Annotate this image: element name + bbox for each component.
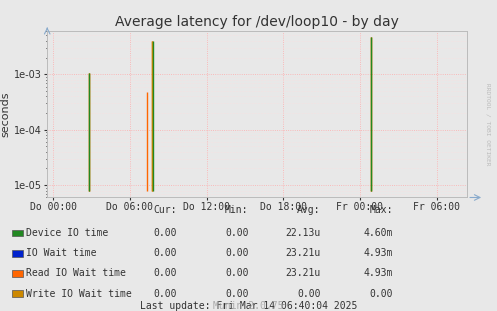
- Y-axis label: seconds: seconds: [1, 91, 11, 137]
- Text: 23.21u: 23.21u: [285, 248, 321, 258]
- Text: IO Wait time: IO Wait time: [26, 248, 97, 258]
- Text: Write IO Wait time: Write IO Wait time: [26, 289, 132, 299]
- Text: 0.00: 0.00: [225, 289, 248, 299]
- Text: 0.00: 0.00: [153, 248, 176, 258]
- Text: 0.00: 0.00: [225, 228, 248, 238]
- Text: 4.60m: 4.60m: [363, 228, 393, 238]
- Text: Last update: Fri Mar 14 06:40:04 2025: Last update: Fri Mar 14 06:40:04 2025: [140, 301, 357, 311]
- Text: 0.00: 0.00: [225, 248, 248, 258]
- Title: Average latency for /dev/loop10 - by day: Average latency for /dev/loop10 - by day: [115, 15, 399, 29]
- Text: 0.00: 0.00: [153, 228, 176, 238]
- Text: 22.13u: 22.13u: [285, 228, 321, 238]
- Text: Min:: Min:: [225, 205, 248, 215]
- Text: Read IO Wait time: Read IO Wait time: [26, 268, 126, 278]
- Text: Max:: Max:: [369, 205, 393, 215]
- Text: Munin 2.0.75: Munin 2.0.75: [213, 300, 284, 310]
- Text: 0.00: 0.00: [225, 268, 248, 278]
- Text: 4.93m: 4.93m: [363, 248, 393, 258]
- Text: 0.00: 0.00: [153, 268, 176, 278]
- Text: 0.00: 0.00: [297, 289, 321, 299]
- Text: Cur:: Cur:: [153, 205, 176, 215]
- Text: RRDTOOL / TOBI OETIKER: RRDTOOL / TOBI OETIKER: [486, 83, 491, 166]
- Text: Avg:: Avg:: [297, 205, 321, 215]
- Text: 4.93m: 4.93m: [363, 268, 393, 278]
- Text: Device IO time: Device IO time: [26, 228, 108, 238]
- Text: 0.00: 0.00: [369, 289, 393, 299]
- Text: 0.00: 0.00: [153, 289, 176, 299]
- Text: 23.21u: 23.21u: [285, 268, 321, 278]
